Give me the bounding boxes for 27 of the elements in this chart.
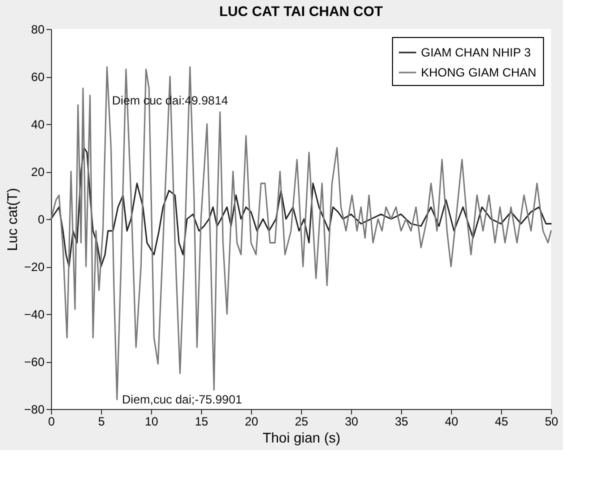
legend-label: KHONG GIAM CHAN <box>421 66 536 80</box>
y-tick-label: 80 <box>31 22 45 36</box>
annotation: Diem,cuc dai;-75.9901 <box>122 392 242 406</box>
x-tick-label: 45 <box>494 414 508 428</box>
x-tick-label: 50 <box>544 414 558 428</box>
y-tick-label: 40 <box>31 118 45 132</box>
x-tick-label: 40 <box>444 414 458 428</box>
y-axis-title: Luc cat(T) <box>4 188 20 252</box>
y-tick-label: 0 <box>38 212 45 226</box>
line-series <box>50 147 552 268</box>
y-tick-label: 20 <box>31 165 45 179</box>
x-tick-label: 0 <box>48 414 56 428</box>
x-tick-label: 25 <box>294 414 308 428</box>
x-tick-label: 20 <box>244 414 258 428</box>
y-tick-label: −60 <box>24 355 45 369</box>
y-tick-label: 60 <box>31 70 45 84</box>
y-tick-label: −20 <box>24 260 45 274</box>
y-tick-label: −80 <box>24 402 45 416</box>
x-tick-label: 15 <box>194 414 208 428</box>
legend-label: GIAM CHAN NHIP 3 <box>421 46 532 60</box>
chart-title: LUC CAT TAI CHAN COT <box>219 3 384 19</box>
x-tick-label: 10 <box>144 414 158 428</box>
x-tick-label: 35 <box>394 414 408 428</box>
x-tick-label: 5 <box>98 414 106 428</box>
y-tick-label: −40 <box>24 308 45 322</box>
x-tick-label: 30 <box>344 414 358 428</box>
x-axis-title: Thoi gian (s) <box>262 430 340 446</box>
